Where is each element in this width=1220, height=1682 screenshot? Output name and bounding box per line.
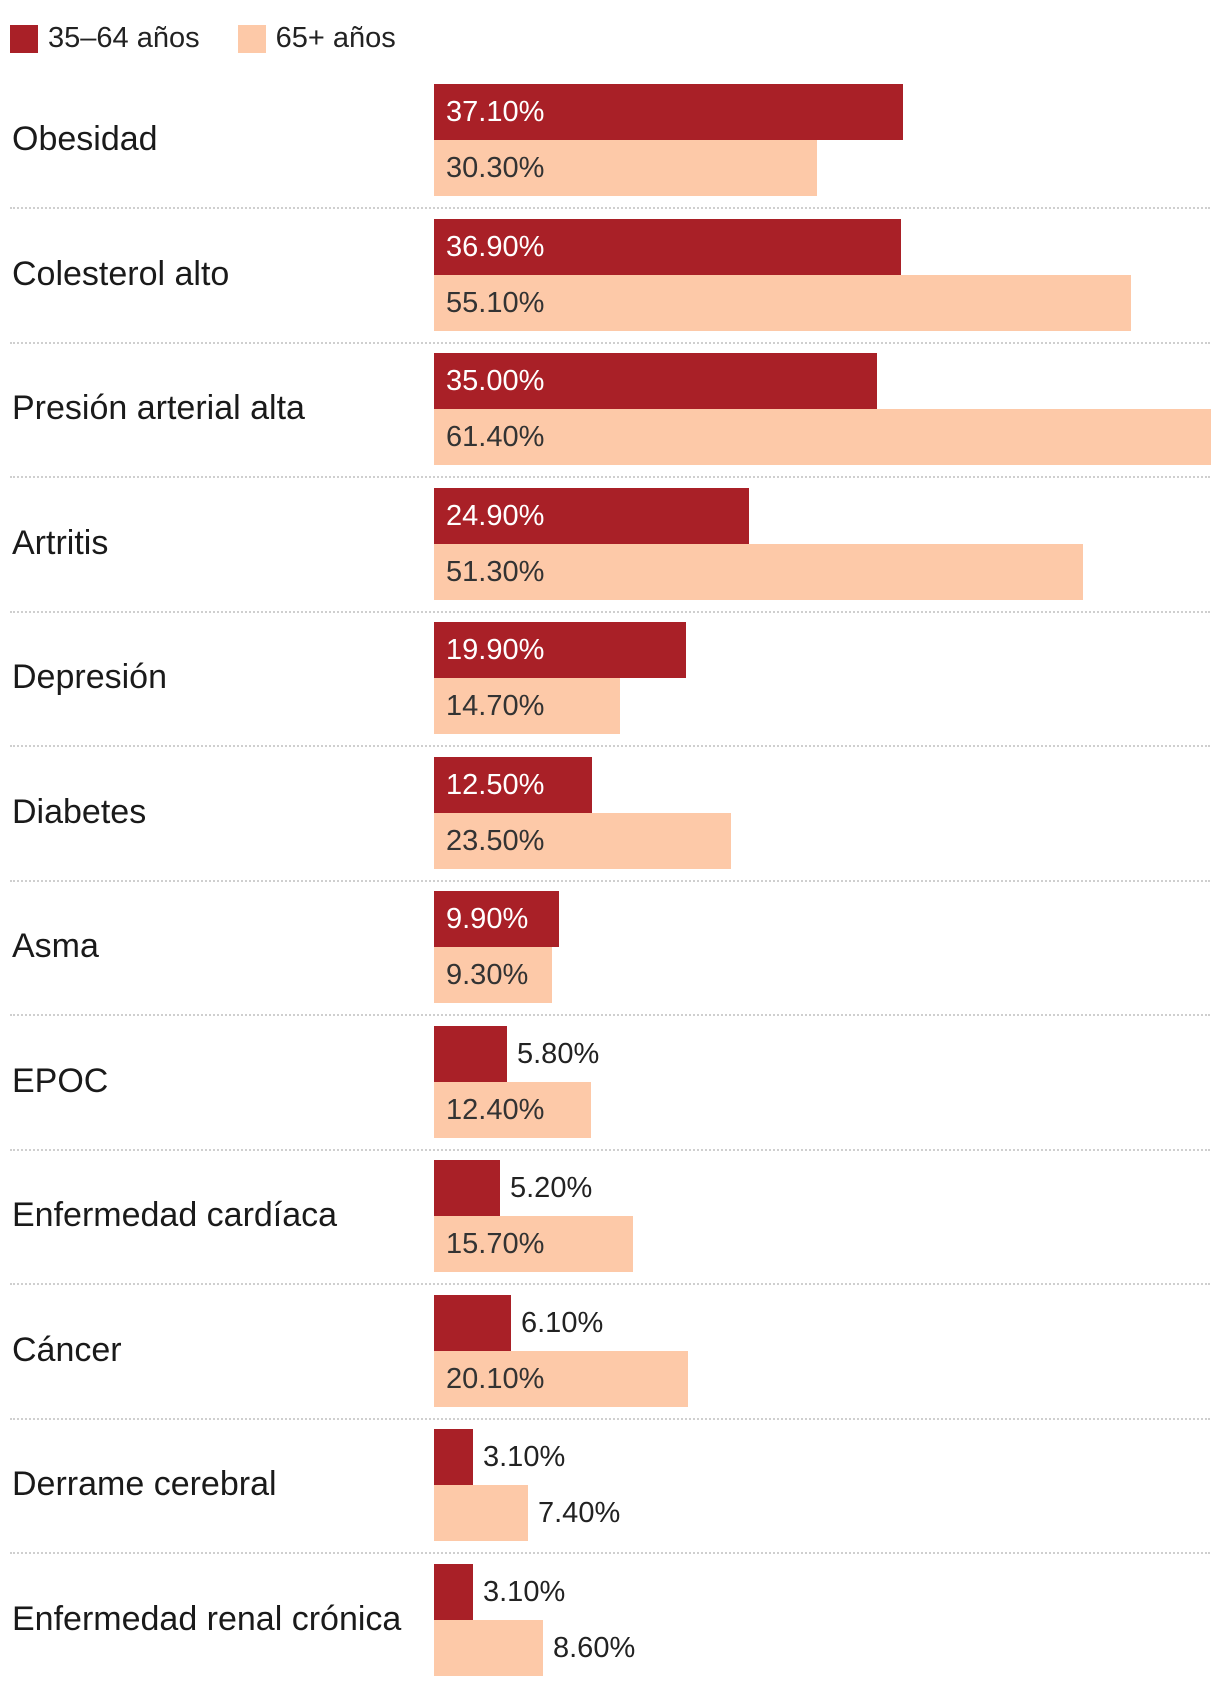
- bar-row: Obesidad 37.10% 30.30%: [0, 84, 1220, 196]
- category-label: Obesidad: [12, 120, 158, 158]
- data-label: 24.90%: [446, 499, 545, 532]
- bar-row: Artritis 24.90% 51.30%: [0, 487, 1220, 600]
- category-label: Presión arterial alta: [12, 389, 305, 427]
- category-label: Derrame cerebral: [12, 1465, 277, 1503]
- data-label: 61.40%: [446, 421, 545, 453]
- bar-65-plus: [434, 1216, 633, 1272]
- bar-row: Presión arterial alta 35.00% 61.40%: [0, 353, 1220, 465]
- bar-35-64: [434, 622, 686, 678]
- bar-65-plus: [434, 1485, 528, 1541]
- bar-row: EPOC 5.80% 12.40%: [0, 1025, 1220, 1138]
- bar-65-plus: [434, 947, 552, 1003]
- category-label: Diabetes: [12, 792, 147, 831]
- data-label: 7.40%: [538, 1497, 621, 1529]
- category-label: Enfermedad renal crónica: [12, 1599, 402, 1638]
- data-label: 14.70%: [446, 690, 545, 722]
- data-label: 51.30%: [446, 555, 545, 588]
- data-label: 3.10%: [483, 1575, 566, 1608]
- bar-35-64: [434, 1429, 473, 1485]
- legend-label-65-plus: 65+ años: [275, 22, 396, 54]
- bar-65-plus: [434, 1619, 543, 1676]
- bar-row: Depresión 19.90% 14.70%: [0, 622, 1220, 734]
- row-divider: [10, 610, 1210, 613]
- data-label: 55.10%: [446, 286, 545, 319]
- bar-35-64: [434, 891, 559, 947]
- category-label: Depresión: [12, 658, 167, 696]
- bar-row: Enfermedad cardíaca 5.20% 15.70%: [0, 1160, 1220, 1272]
- row-divider: [10, 879, 1210, 882]
- bar-35-64: [434, 487, 749, 544]
- data-label: 20.10%: [446, 1362, 545, 1395]
- row-divider: [10, 1417, 1210, 1420]
- category-label: Enfermedad cardíaca: [12, 1196, 338, 1234]
- bar-row: Colesterol alto 36.90% 55.10%: [0, 218, 1220, 331]
- bar-65-plus: [434, 543, 1083, 600]
- bar-65-plus: [434, 1350, 688, 1407]
- bar-65-plus: [434, 1081, 591, 1138]
- bar-35-64: [434, 84, 903, 140]
- data-label: 37.10%: [446, 96, 545, 128]
- bar-row: Diabetes 12.50% 23.50%: [0, 756, 1220, 869]
- legend-swatch-35-64: [10, 24, 38, 53]
- legend-item-35-64: 35–64 años: [10, 22, 200, 55]
- category-label: Artritis: [12, 523, 109, 562]
- bar-row: Enfermedad renal crónica 3.10% 8.60%: [0, 1563, 1220, 1676]
- data-label: 6.10%: [521, 1306, 604, 1339]
- category-label: EPOC: [12, 1061, 109, 1100]
- row-divider: [10, 1283, 1210, 1285]
- data-label: 19.90%: [446, 634, 545, 666]
- data-label: 12.50%: [446, 768, 545, 801]
- bar-65-plus: [434, 140, 817, 196]
- data-label: 5.80%: [517, 1037, 600, 1070]
- bar-65-plus: [434, 812, 731, 869]
- data-label: 9.90%: [446, 903, 529, 935]
- legend-label-35-64: 35–64 años: [48, 22, 200, 54]
- bar-35-64: [434, 1563, 473, 1620]
- bar-row: Cáncer 6.10% 20.10%: [0, 1294, 1220, 1407]
- bar-65-plus: [434, 678, 620, 734]
- data-label: 5.20%: [510, 1172, 593, 1204]
- bar-row: Derrame cerebral 3.10% 7.40%: [0, 1429, 1220, 1541]
- row-divider: [10, 1014, 1210, 1016]
- data-label: 36.90%: [446, 230, 545, 263]
- row-divider: [10, 1148, 1210, 1151]
- row-divider: [10, 745, 1210, 747]
- category-label: Colesterol alto: [12, 254, 230, 293]
- legend-item-65-plus: 65+ años: [237, 22, 396, 55]
- bar-35-64: [434, 1025, 507, 1082]
- bar-35-64: [434, 353, 877, 409]
- data-label: 23.50%: [446, 824, 545, 857]
- bar-35-64: [434, 756, 592, 813]
- data-label: 12.40%: [446, 1093, 545, 1126]
- row-divider: [10, 1552, 1210, 1554]
- bar-row: Asma 9.90% 9.30%: [0, 891, 1220, 1003]
- data-label: 30.30%: [446, 152, 545, 184]
- data-label: 8.60%: [553, 1631, 636, 1664]
- bar-35-64: [434, 218, 901, 275]
- category-label: Asma: [12, 927, 99, 965]
- data-label: 15.70%: [446, 1228, 545, 1260]
- bar-35-64: [434, 1160, 500, 1216]
- row-divider: [10, 341, 1210, 344]
- bar-35-64: [434, 1294, 511, 1351]
- data-label: 9.30%: [446, 959, 529, 991]
- bar-65-plus: [434, 409, 1211, 465]
- data-label: 3.10%: [483, 1441, 566, 1473]
- category-label: Cáncer: [12, 1330, 122, 1369]
- bar-65-plus: [434, 274, 1131, 331]
- data-label: 35.00%: [446, 365, 545, 397]
- legend: 35–64 años 65+ años: [10, 22, 434, 55]
- row-divider: [10, 476, 1210, 478]
- legend-swatch-65-plus: [237, 24, 266, 53]
- row-divider: [10, 207, 1210, 209]
